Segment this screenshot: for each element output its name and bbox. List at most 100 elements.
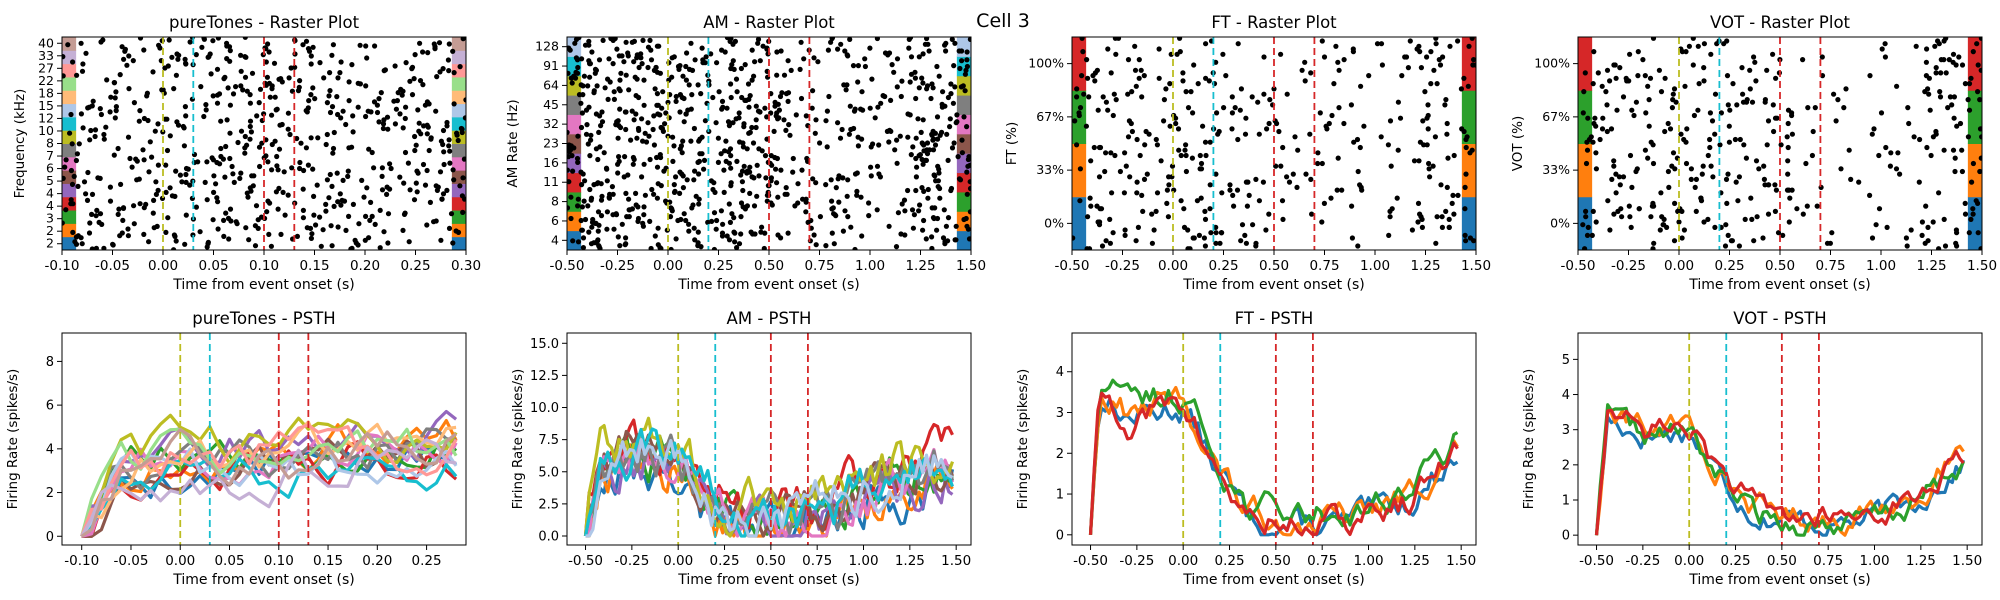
spike-dot	[874, 207, 880, 213]
x-tick-label: -0.25	[1611, 258, 1646, 274]
spike-dot	[264, 74, 270, 80]
spike-dot	[599, 193, 605, 199]
spike-dot	[854, 188, 860, 194]
spike-dot	[1286, 179, 1293, 185]
spike-dot	[1140, 208, 1146, 214]
spike-dot	[1335, 59, 1341, 65]
spike-dot	[352, 237, 358, 243]
series-line	[585, 438, 954, 538]
spike-dot	[1394, 195, 1400, 201]
spike-dot	[1112, 37, 1118, 41]
spike-dot	[778, 167, 784, 173]
spike-dot	[894, 137, 900, 143]
spike-dot	[1416, 43, 1422, 49]
spike-dot	[1978, 67, 1982, 73]
spike-dot	[842, 208, 848, 214]
spike-dot	[300, 42, 306, 48]
spike-dot	[214, 100, 221, 106]
spike-dot	[1925, 238, 1931, 244]
spike-dot	[651, 142, 658, 148]
spike-dot	[790, 155, 796, 162]
spike-dot	[1583, 160, 1590, 167]
spike-dot	[97, 106, 103, 112]
spike-dot	[595, 156, 601, 163]
spike-dot	[611, 226, 617, 232]
spike-dot	[446, 68, 452, 74]
y-tick-label: 0	[1056, 528, 1064, 543]
spike-dot	[727, 219, 734, 225]
spike-dot	[683, 111, 689, 117]
spike-dot	[1950, 147, 1957, 153]
spike-dot	[1923, 73, 1929, 79]
x-axis-label: Time from event onset (s)	[1182, 277, 1365, 293]
spike-dot	[285, 110, 291, 116]
spike-dot	[1425, 102, 1431, 108]
category-bar-left	[567, 172, 582, 193]
spike-dot	[915, 116, 921, 122]
spike-dot	[1253, 176, 1259, 182]
spike-dot	[571, 73, 577, 79]
spike-dot	[147, 139, 153, 145]
spike-dot	[628, 137, 634, 143]
spike-dot	[967, 185, 971, 192]
spike-dot	[662, 121, 668, 127]
spike-dot	[833, 185, 839, 191]
spike-dot	[214, 159, 220, 166]
spike-dot	[107, 184, 113, 190]
spike-dot	[1219, 190, 1225, 196]
spike-dot	[1701, 41, 1707, 47]
spike-dot	[1616, 174, 1622, 180]
spike-dot	[887, 127, 893, 133]
spike-dot	[1618, 206, 1624, 212]
spike-dot	[412, 147, 418, 154]
spike-dot	[1335, 155, 1341, 161]
spike-dot	[1591, 49, 1597, 55]
spike-dot	[1074, 142, 1080, 148]
axes-frame	[61, 332, 467, 546]
spike-dot	[301, 167, 307, 174]
spike-dot	[153, 179, 159, 185]
spike-dot	[1218, 230, 1225, 236]
spike-dot	[843, 87, 849, 93]
spike-dot	[376, 119, 382, 125]
x-tick-label: 0.25	[400, 258, 430, 274]
spike-dot	[294, 135, 300, 142]
spike-dot	[939, 101, 945, 107]
spike-dot	[621, 59, 627, 65]
spike-dot	[874, 37, 880, 42]
spike-dot	[1824, 240, 1831, 246]
spike-dot	[568, 215, 574, 222]
spike-dot	[1326, 120, 1332, 127]
spike-dot	[1109, 190, 1115, 196]
spike-dot	[453, 228, 459, 234]
spike-dot	[641, 77, 647, 83]
spike-dot	[642, 130, 648, 136]
spike-dot	[439, 196, 445, 202]
spike-dot	[387, 161, 393, 167]
spike-dot	[433, 183, 439, 189]
spike-dot	[751, 203, 758, 209]
spike-dot	[680, 138, 686, 144]
x-tick-label: 0.75	[804, 258, 834, 274]
spike-dot	[858, 194, 864, 200]
spike-dot	[924, 147, 930, 153]
spike-dot	[1688, 166, 1694, 172]
spike-dot	[1294, 184, 1300, 190]
spike-dot	[308, 92, 314, 98]
spike-dot	[679, 150, 685, 156]
spike-dot	[327, 171, 333, 178]
spike-dot	[739, 168, 746, 174]
x-tick-label: 0.00	[1664, 258, 1694, 274]
spike-dot	[218, 145, 224, 152]
spike-dot	[592, 66, 599, 72]
spike-dot	[943, 40, 949, 46]
spike-dot	[1238, 238, 1244, 244]
spike-dot	[773, 166, 779, 172]
spike-dot	[605, 76, 611, 82]
spike-dot	[1590, 81, 1596, 87]
spike-dot	[278, 76, 284, 82]
spike-dot	[708, 178, 715, 184]
spike-dot	[1953, 227, 1959, 233]
spike-dot	[1974, 41, 1980, 47]
spike-dot	[1919, 232, 1925, 238]
